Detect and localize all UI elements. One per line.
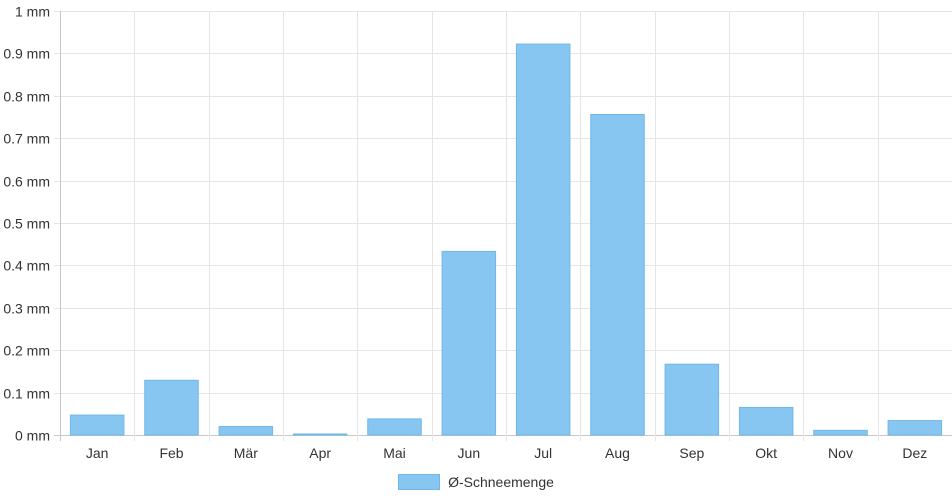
y-tick-label: 0.6 mm <box>3 174 50 190</box>
x-tick-label: Jan <box>86 445 109 461</box>
y-tick-label: 0 mm <box>15 428 50 444</box>
bar-dez[interactable] <box>887 420 943 436</box>
x-tick-label: Feb <box>159 445 183 461</box>
y-axis-ticks: 0 mm 0.1 mm 0.2 mm 0.3 mm 0.4 mm 0.5 mm 0.6 mm… <box>3 4 50 444</box>
bar-okt[interactable] <box>738 406 794 436</box>
y-tick-label: 0.2 mm <box>3 343 50 359</box>
y-tick-label: 0.5 mm <box>3 216 50 232</box>
gridlines <box>54 11 952 441</box>
x-tick-label: Sep <box>679 445 704 461</box>
y-tick-label: 0.3 mm <box>3 301 50 317</box>
bar-apr[interactable] <box>292 433 348 436</box>
x-tick-label: Jul <box>534 445 552 461</box>
x-tick-label: Mär <box>234 445 258 461</box>
bar-sep[interactable] <box>664 363 720 436</box>
y-tick-label: 0.1 mm <box>3 386 50 402</box>
bar-jan[interactable] <box>69 414 125 436</box>
x-tick-label: Apr <box>309 445 331 461</box>
y-tick-label: 1 mm <box>15 4 50 20</box>
x-tick-label: Dez <box>902 445 927 461</box>
x-tick-label: Mai <box>383 445 406 461</box>
bar-jul[interactable] <box>515 43 571 436</box>
x-tick-label: Jun <box>458 445 481 461</box>
bar-mai[interactable] <box>367 418 422 436</box>
legend[interactable]: Ø-Schneemenge <box>0 472 952 492</box>
bar-aug[interactable] <box>590 113 645 436</box>
legend-label: Ø-Schneemenge <box>448 474 554 490</box>
legend-swatch <box>398 474 441 490</box>
bars <box>69 43 943 436</box>
y-tick-label: 0.7 mm <box>3 131 50 147</box>
x-tick-label: Okt <box>755 445 777 461</box>
y-tick-label: 0.4 mm <box>3 258 50 274</box>
bar-jun[interactable] <box>441 250 497 436</box>
x-axis-ticks: Jan Feb Mär Apr Mai Jun Jul Aug Sep Okt Nov Dez <box>86 445 927 461</box>
x-tick-label: Nov <box>828 445 853 461</box>
bar-nov[interactable] <box>813 429 868 436</box>
bar-feb[interactable] <box>144 379 199 436</box>
x-tick-label: Aug <box>605 445 630 461</box>
y-tick-label: 0.9 mm <box>3 46 50 62</box>
bar-mär[interactable] <box>218 426 274 436</box>
y-tick-label: 0.8 mm <box>3 89 50 105</box>
